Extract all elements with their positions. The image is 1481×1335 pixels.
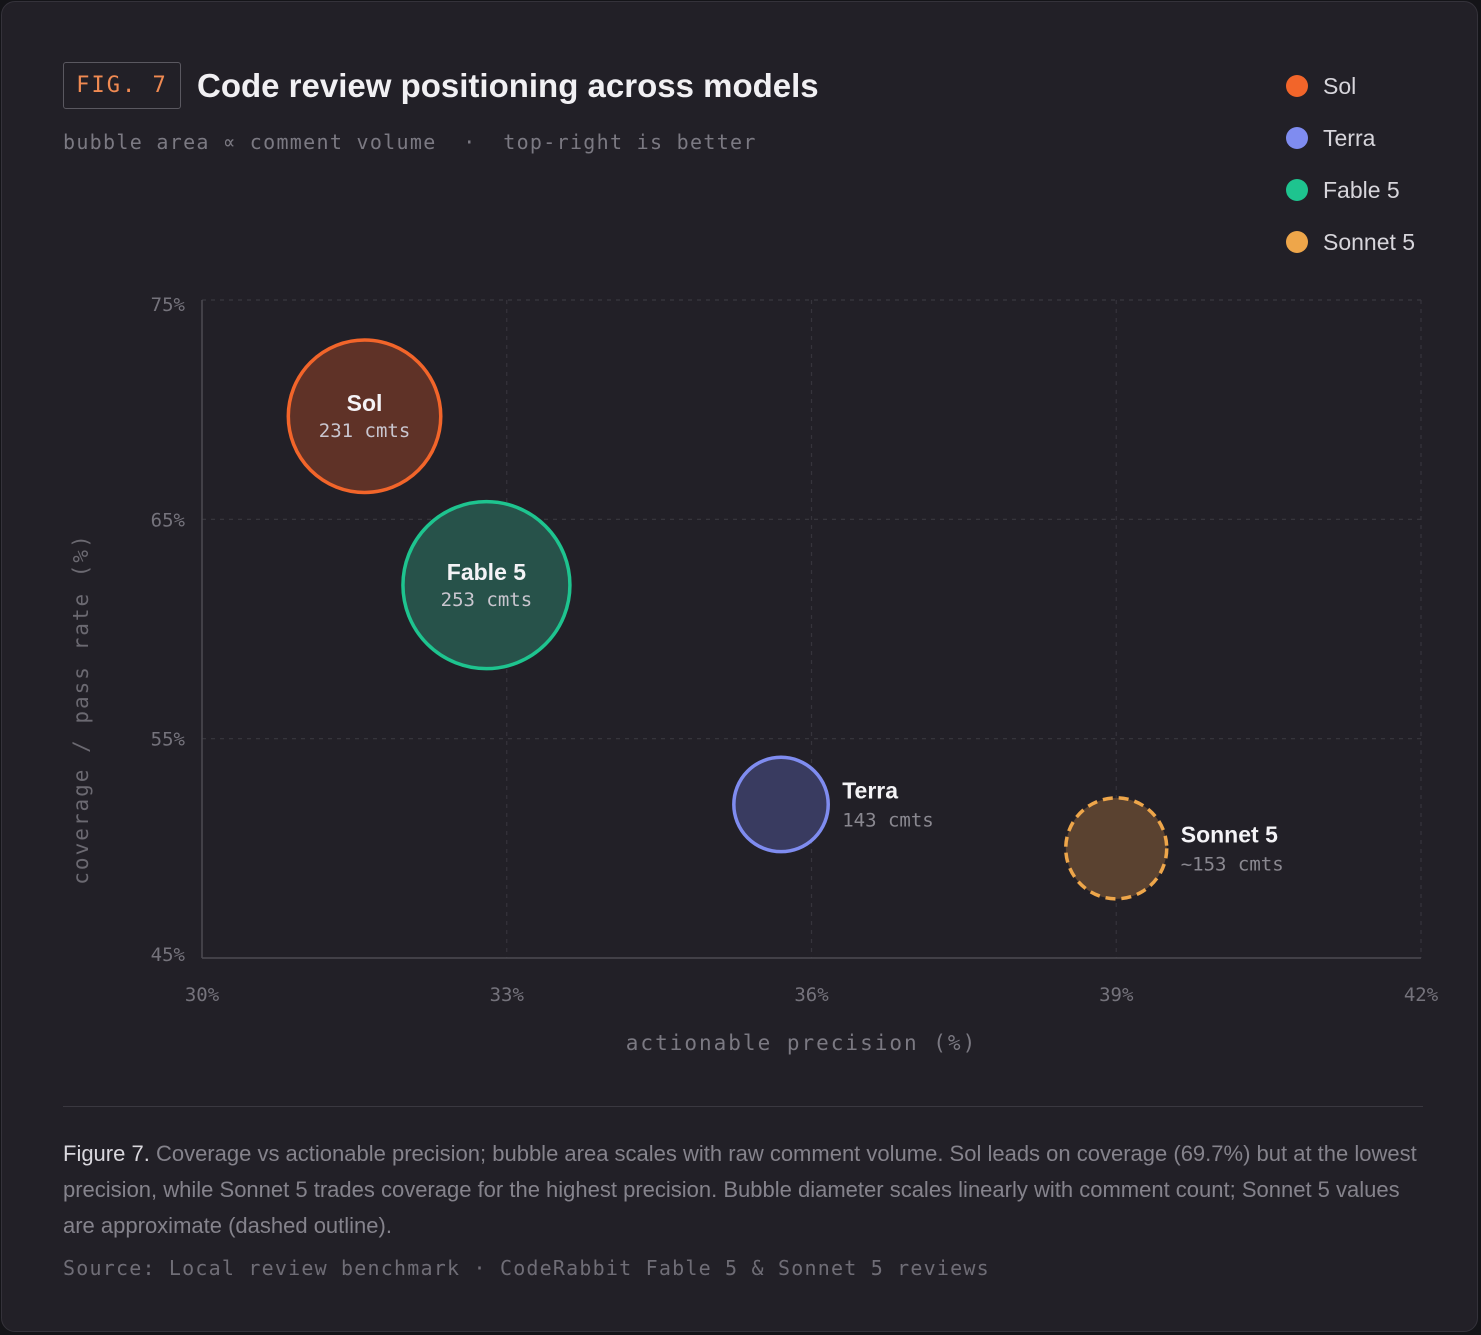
x-tick-label: 39% [1099,984,1134,1006]
figure-tag: FIG. 7 [63,62,181,109]
legend-swatch-terra [1286,127,1308,149]
chart-title: Code review positioning across models [197,67,819,104]
legend-item-sol: Sol [1286,60,1415,112]
legend-swatch-sol [1286,75,1308,97]
legend-swatch-sonnet-5 [1286,231,1308,253]
y-tick-label: 75% [151,294,186,316]
bubble-count-sol: 231 cmts [319,420,411,442]
y-axis-label: coverage / pass rate (%) [69,533,93,884]
caption-lead: Figure 7. [63,1141,150,1166]
legend-label-terra: Terra [1323,124,1376,151]
y-tick-label: 55% [151,729,186,751]
legend: Sol Terra Fable 5 Sonnet 5 [1286,60,1415,268]
legend-label-sol: Sol [1323,72,1357,99]
bubble-fable-5 [401,499,572,671]
x-tick-label: 33% [490,984,525,1006]
caption-divider [63,1106,1423,1107]
source-note: Source: Local review benchmark · CodeRab… [63,1256,990,1280]
bubble-label-fable-5: Fable 5 [447,559,526,585]
bubble-sonnet-5 [1064,796,1169,901]
bubble-terra [732,755,830,854]
bubble-count-terra: 143 cmts [842,809,934,831]
bubble-label-sonnet-5: Sonnet 5 [1181,821,1278,847]
legend-label-sonnet-5: Sonnet 5 [1323,228,1416,255]
legend-label-fable-5: Fable 5 [1323,176,1400,203]
x-tick-label: 42% [1404,984,1439,1006]
chart-subtitle: bubble area ∝ comment volume · top-right… [63,130,757,154]
bubble-label-terra: Terra [842,777,898,803]
figure-caption: Figure 7. Coverage vs actionable precisi… [63,1136,1433,1244]
x-tick-label: 36% [794,984,829,1006]
y-tick-label: 45% [151,944,186,966]
legend-item-terra: Terra [1286,112,1415,164]
bubble-count-sonnet-5: ~153 cmts [1181,853,1284,875]
x-tick-label: 30% [185,984,220,1006]
legend-item-fable-5: Fable 5 [1286,164,1415,216]
legend-item-sonnet-5: Sonnet 5 [1286,216,1415,268]
bubble-label-sol: Sol [347,390,383,416]
legend-swatch-fable-5 [1286,179,1308,201]
bubble-sol [286,338,443,495]
y-tick-label: 65% [151,509,186,531]
bubble-count-fable-5: 253 cmts [441,589,533,611]
x-axis-label: actionable precision (%) [626,1031,977,1055]
caption-text: Coverage vs actionable precision; bubble… [63,1141,1417,1238]
